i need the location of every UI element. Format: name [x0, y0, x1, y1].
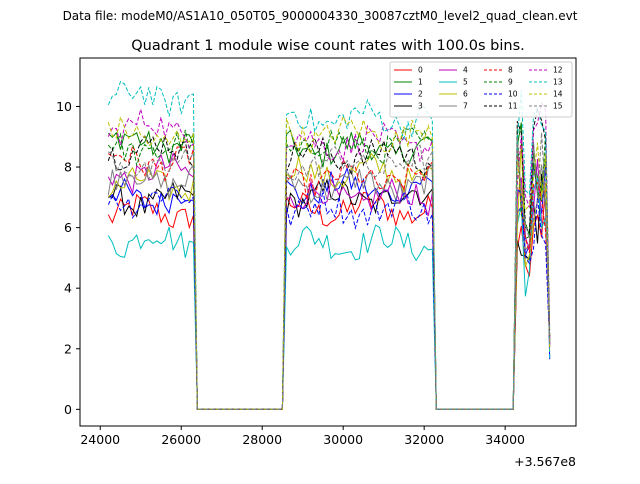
- series-line-13: [107, 80, 551, 410]
- y-tick-label-0: 0: [64, 402, 72, 417]
- series-lines: [107, 80, 551, 410]
- legend-label-9: 9: [508, 78, 513, 87]
- legend-label-11: 11: [508, 102, 518, 111]
- series-line-10: [107, 186, 551, 410]
- x-tick-label-34000: 34000: [485, 432, 525, 447]
- y-tick-label-4: 4: [64, 281, 72, 296]
- y-tick-label-10: 10: [56, 99, 72, 114]
- x-tick-label-32000: 32000: [404, 432, 444, 447]
- legend-label-3: 3: [418, 102, 423, 111]
- legend-label-7: 7: [463, 102, 468, 111]
- axes-frame: [79, 57, 577, 427]
- legend-label-2: 2: [418, 90, 423, 99]
- legend-label-5: 5: [463, 78, 468, 87]
- series-line-9: [107, 127, 551, 410]
- data-file-header: Data file: modeM0/AS1A10_050T05_90000043…: [63, 9, 578, 23]
- legend-label-6: 6: [463, 90, 468, 99]
- legend-label-8: 8: [508, 66, 513, 75]
- legend-label-12: 12: [553, 66, 563, 75]
- y-tick-label-8: 8: [64, 160, 72, 175]
- legend-label-4: 4: [463, 66, 468, 75]
- series-line-15: [108, 132, 551, 410]
- y-tick-label-2: 2: [64, 341, 72, 356]
- chart-title: Quadrant 1 module wise count rates with …: [131, 38, 525, 54]
- x-tick-label-24000: 24000: [80, 432, 120, 447]
- y-tick-label-6: 6: [64, 220, 72, 235]
- x-tick-label-28000: 28000: [242, 432, 282, 447]
- x-offset-label: +3.567e8: [514, 454, 576, 469]
- legend-box: [389, 61, 573, 118]
- x-tick-label-26000: 26000: [161, 432, 201, 447]
- legend-label-1: 1: [418, 78, 423, 87]
- legend-label-15: 15: [553, 102, 563, 111]
- x-tick-label-30000: 30000: [323, 432, 363, 447]
- legend-label-0: 0: [418, 66, 423, 75]
- legend-label-13: 13: [553, 78, 563, 87]
- legend-label-10: 10: [508, 90, 518, 99]
- legend-label-14: 14: [553, 90, 563, 99]
